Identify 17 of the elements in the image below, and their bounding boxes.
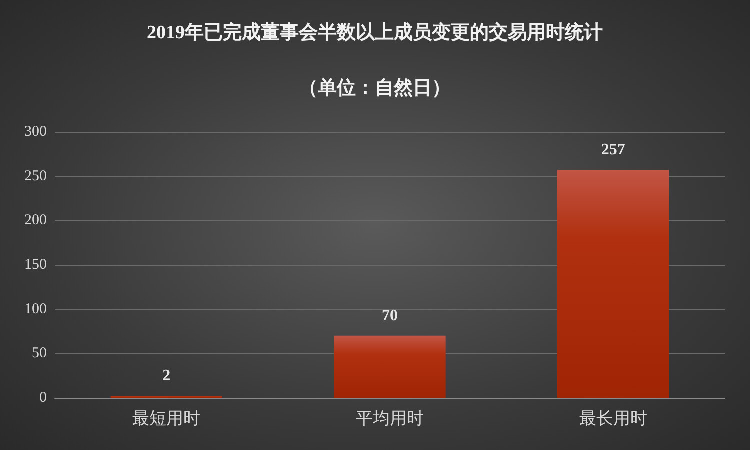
y-tick-label: 150 — [24, 257, 47, 273]
data-label: 2 — [162, 368, 171, 385]
y-tick-label: 50 — [32, 346, 47, 362]
y-tick-label: 200 — [24, 212, 47, 229]
bar — [334, 336, 446, 398]
y-tick-label: 0 — [40, 390, 47, 406]
x-tick-label: 平均用时 — [356, 409, 424, 428]
chart-title: 2019年已完成董事会半数以上成员变更的交易用时统计 — [147, 22, 603, 44]
data-label: 257 — [601, 142, 626, 159]
data-label: 70 — [382, 307, 398, 324]
x-tick-label: 最长用时 — [579, 409, 648, 428]
x-tick-label: 最短用时 — [132, 409, 201, 428]
y-tick-label: 300 — [24, 124, 47, 140]
y-tick-label: 100 — [24, 301, 47, 318]
bar — [558, 170, 670, 398]
y-tick-label: 250 — [24, 168, 47, 184]
chart-subtitle: （单位：自然日） — [299, 77, 451, 99]
